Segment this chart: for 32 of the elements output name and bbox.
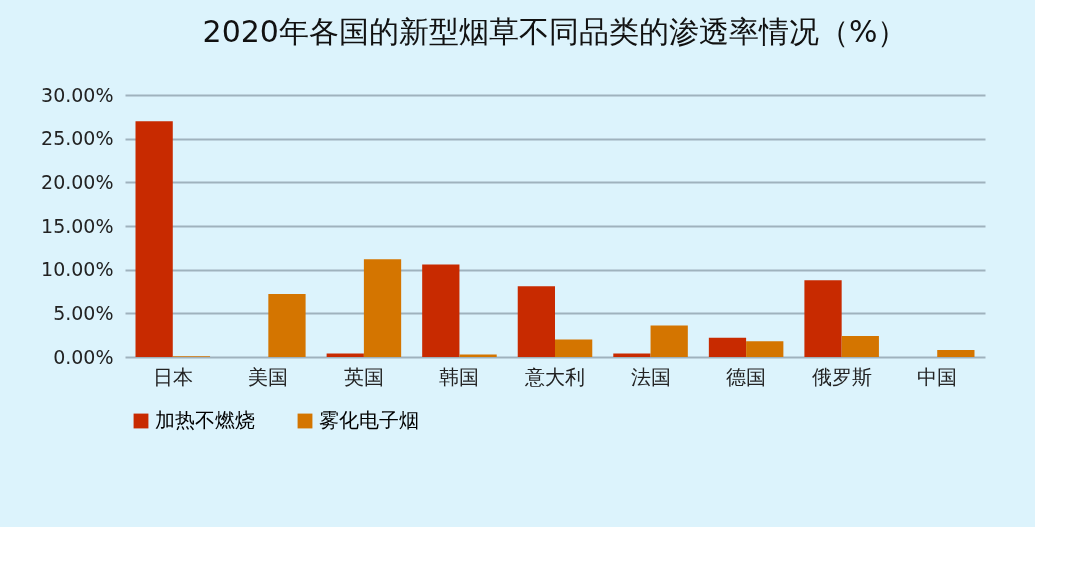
x-tick-label: 韩国 [439,364,480,389]
bar [841,336,879,357]
y-tick-label: 25.00% [41,127,114,150]
x-tick-label: 中国 [917,364,958,389]
bar [517,286,555,357]
bar [363,259,402,357]
x-tick-label: 德国 [726,364,767,389]
y-tick-label: 20.00% [41,170,114,193]
x-tick-label: 意大利 [524,364,585,389]
bar [746,341,784,357]
y-tick-label: 30.00% [41,83,114,106]
bar [422,264,460,357]
legend-label: 加热不燃烧 [155,408,255,432]
y-tick-label: 5.00% [53,301,114,324]
bar [937,350,975,357]
y-tick-label: 15.00% [41,214,114,237]
x-tick-label: 俄罗斯 [811,364,872,389]
x-tick-label: 法国 [630,364,671,389]
legend-label: 雾化电子烟 [319,408,419,432]
y-tick-label: 10.00% [41,258,114,281]
x-tick-label: 日本 [152,364,193,389]
bar [555,339,593,357]
bar [650,325,688,357]
chart-title: 2020年各国的新型烟草不同品类的渗透率情况（%） [202,14,908,49]
bar [459,354,497,357]
y-tick-label: 0.00% [53,345,114,368]
bar [135,121,173,357]
bar [268,294,306,357]
bar [708,337,747,357]
bar [804,280,842,357]
x-tick-label: 美国 [248,364,289,389]
x-tick-label: 英国 [343,364,384,389]
